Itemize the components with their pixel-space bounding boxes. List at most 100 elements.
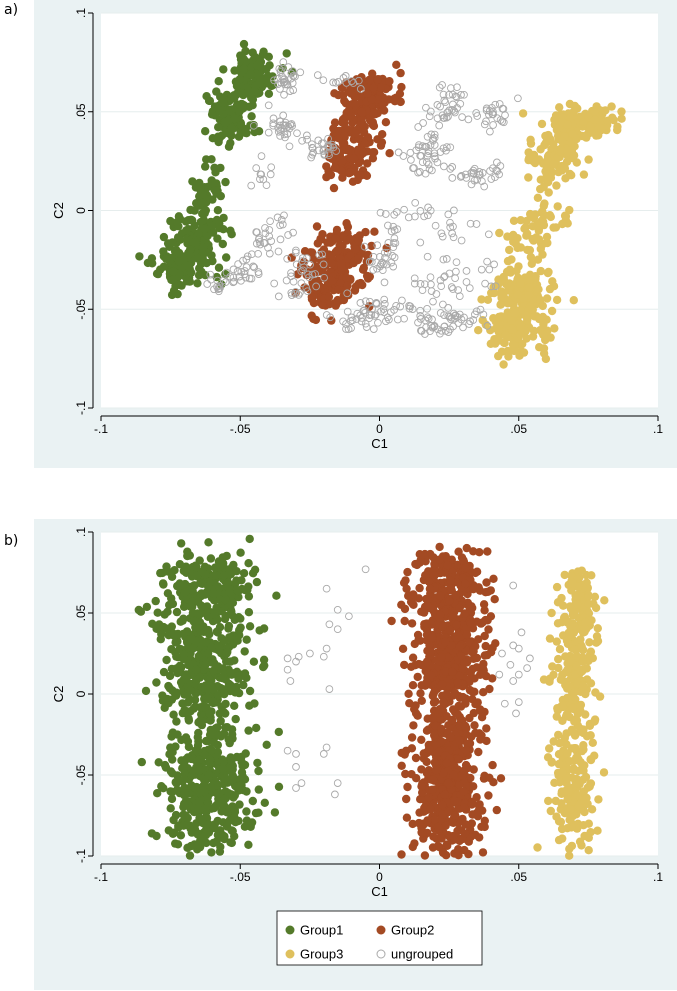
data-point-Group1 <box>205 709 214 718</box>
data-point-Group1 <box>162 254 171 263</box>
data-point-Group1 <box>185 245 195 255</box>
data-point-Group3 <box>574 779 583 788</box>
data-point-Group2 <box>346 251 355 260</box>
data-point-Group1 <box>226 838 235 847</box>
data-point-Group3 <box>549 160 558 169</box>
data-point-Group3 <box>526 139 536 148</box>
data-point-Group2 <box>387 616 396 626</box>
data-point-Group1 <box>151 596 160 606</box>
data-point-ungrouped <box>287 120 296 128</box>
data-point-Group3 <box>549 140 558 149</box>
data-point-Group3 <box>587 571 596 580</box>
data-point-Group3 <box>577 727 586 737</box>
data-point-Group2 <box>376 83 385 92</box>
data-point-ungrouped <box>430 141 439 149</box>
data-point-ungrouped <box>429 136 437 145</box>
data-point-Group1 <box>238 761 247 771</box>
data-point-Group2 <box>496 774 506 783</box>
data-point-Group2 <box>338 156 347 165</box>
data-point-Group1 <box>204 770 214 780</box>
data-point-Group1 <box>270 808 280 817</box>
data-point-ungrouped <box>495 100 504 108</box>
data-point-Group3 <box>576 758 585 767</box>
data-point-Group1 <box>135 252 144 261</box>
data-point-Group1 <box>185 851 195 860</box>
data-point-Group3 <box>613 125 622 135</box>
data-point-ungrouped <box>319 76 328 85</box>
data-point-Group2 <box>342 273 351 282</box>
data-point-Group1 <box>216 191 225 201</box>
data-point-Group2 <box>444 778 453 788</box>
data-point-Group2 <box>430 687 439 696</box>
data-point-ungrouped <box>291 248 300 257</box>
data-point-Group3 <box>552 637 561 646</box>
data-point-Group2 <box>490 595 499 604</box>
data-point-ungrouped <box>437 229 446 238</box>
data-point-Group2 <box>367 95 377 104</box>
data-point-Group2 <box>478 848 488 857</box>
data-point-ungrouped <box>280 90 288 99</box>
data-point-Group1 <box>245 622 255 631</box>
data-point-Group3 <box>535 314 544 324</box>
data-point-Group3 <box>563 120 572 130</box>
data-point-Group3 <box>534 285 543 294</box>
data-point-Group2 <box>465 674 475 684</box>
data-point-Group1 <box>246 70 256 79</box>
data-point-Group2 <box>396 97 405 107</box>
data-point-ungrouped <box>447 84 455 92</box>
data-point-Group3 <box>558 768 567 777</box>
data-point-Group3 <box>568 579 577 588</box>
data-point-Group2 <box>439 848 448 858</box>
data-point-ungrouped <box>466 219 475 228</box>
data-point-Group3 <box>552 181 561 190</box>
data-point-Group1 <box>234 816 243 826</box>
data-point-ungrouped <box>261 224 269 232</box>
data-point-Group3 <box>520 224 529 233</box>
data-point-Group1 <box>253 758 262 768</box>
data-point-ungrouped <box>356 85 365 93</box>
data-point-Group1 <box>227 725 237 734</box>
data-point-Group2 <box>362 271 372 281</box>
data-point-Group1 <box>187 268 196 277</box>
data-point-ungrouped <box>435 121 444 130</box>
data-point-Group1 <box>219 65 228 74</box>
data-point-Group3 <box>486 339 495 348</box>
y-tick-label: -.1 <box>74 849 88 863</box>
data-point-ungrouped <box>332 78 340 87</box>
data-point-Group3 <box>584 155 593 164</box>
data-point-Group3 <box>551 223 561 232</box>
data-point-Group2 <box>485 773 494 782</box>
data-point-Group1 <box>177 735 186 745</box>
data-point-Group3 <box>546 173 556 182</box>
data-point-Group1 <box>195 178 204 188</box>
data-point-Group2 <box>403 567 412 577</box>
data-point-Group3 <box>486 326 495 335</box>
data-point-Group3 <box>590 717 599 726</box>
data-point-ungrouped <box>292 260 301 269</box>
data-point-Group1 <box>227 607 236 616</box>
data-point-Group1 <box>225 587 234 597</box>
data-point-Group3 <box>525 283 534 292</box>
data-point-ungrouped <box>206 270 215 279</box>
data-point-Group2 <box>415 808 424 817</box>
data-point-ungrouped <box>307 153 316 162</box>
data-point-Group1 <box>190 840 199 849</box>
data-point-Group1 <box>201 660 210 669</box>
data-point-Group1 <box>207 155 216 164</box>
data-point-Group1 <box>282 49 291 58</box>
data-point-ungrouped <box>264 101 273 110</box>
data-point-Group3 <box>527 259 536 268</box>
data-point-Group1 <box>234 132 244 141</box>
data-point-Group1 <box>153 608 162 617</box>
data-point-Group2 <box>415 583 424 593</box>
data-point-Group1 <box>254 127 264 136</box>
data-point-Group3 <box>555 778 564 787</box>
data-point-Group1 <box>238 772 247 781</box>
data-point-Group1 <box>180 588 190 597</box>
data-point-Group1 <box>252 723 261 733</box>
data-point-Group1 <box>173 840 183 849</box>
data-point-Group3 <box>508 340 518 349</box>
data-point-Group2 <box>344 106 354 115</box>
data-point-Group3 <box>608 113 617 122</box>
data-point-Group2 <box>468 810 477 819</box>
